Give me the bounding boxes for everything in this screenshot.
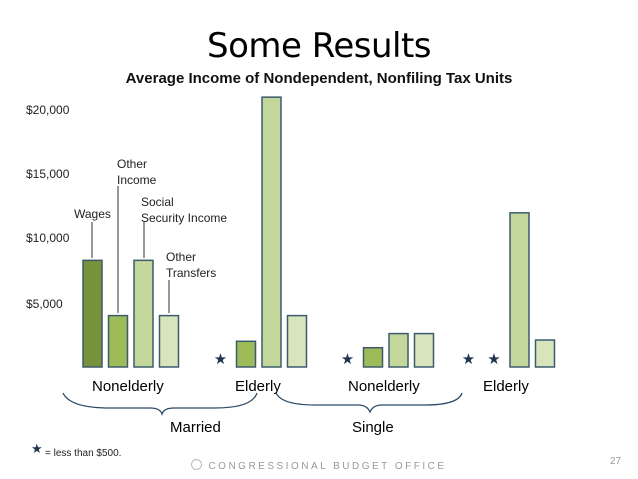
single-bracket (275, 392, 463, 414)
y-tick-label: $10,000 (26, 231, 70, 245)
chart-title: Average Income of Nondependent, Nonfilin… (125, 70, 513, 87)
married-bracket (62, 392, 258, 417)
category-label: Nonelderly (348, 378, 420, 395)
legend-star-icon: ★ (31, 441, 43, 456)
parent-label-married: Married (170, 419, 221, 436)
slide-title: Some Results (207, 26, 432, 66)
annotation-other-transfers: Other Transfers (166, 250, 217, 280)
annotation-leaders (91, 186, 170, 313)
category-label: Elderly (483, 378, 529, 395)
bar-social-security-income (509, 212, 530, 368)
star-icon: ★ (462, 351, 475, 368)
cbo-seal-icon (191, 459, 203, 470)
category-label: Nonelderly (92, 378, 164, 395)
bar-other-transfers (286, 314, 308, 368)
y-tick-label: $20,000 (26, 103, 70, 117)
bar-social-security-income (261, 96, 282, 368)
page-number: 27 (610, 456, 622, 467)
star-icon: ★ (341, 351, 354, 368)
annotation-wages: Wages (74, 207, 111, 221)
category-label: Elderly (235, 378, 281, 395)
bar-wages (82, 259, 103, 368)
bar-social-security-income (133, 259, 154, 368)
y-tick-label: $5,000 (26, 297, 63, 311)
annotation-social-security: Social Security Income (141, 195, 228, 225)
bar-other-income (107, 314, 129, 368)
footer-text: CONGRESSIONAL BUDGET OFFICE (0, 459, 638, 472)
bar-other-transfers (158, 314, 180, 368)
y-tick-label: $15,000 (26, 167, 70, 181)
parent-label-single: Single (352, 419, 394, 436)
bar-other-income (235, 340, 257, 368)
bar-other-income (362, 346, 384, 368)
star-icon: ★ (214, 351, 227, 368)
bar-social-security-income (388, 332, 409, 368)
footnote: = less than $500. (45, 448, 122, 459)
annotation-other-income: Other Income (117, 157, 157, 187)
bar-other-transfers (534, 339, 556, 368)
bar-other-transfers (413, 332, 435, 368)
star-icon: ★ (487, 351, 500, 368)
